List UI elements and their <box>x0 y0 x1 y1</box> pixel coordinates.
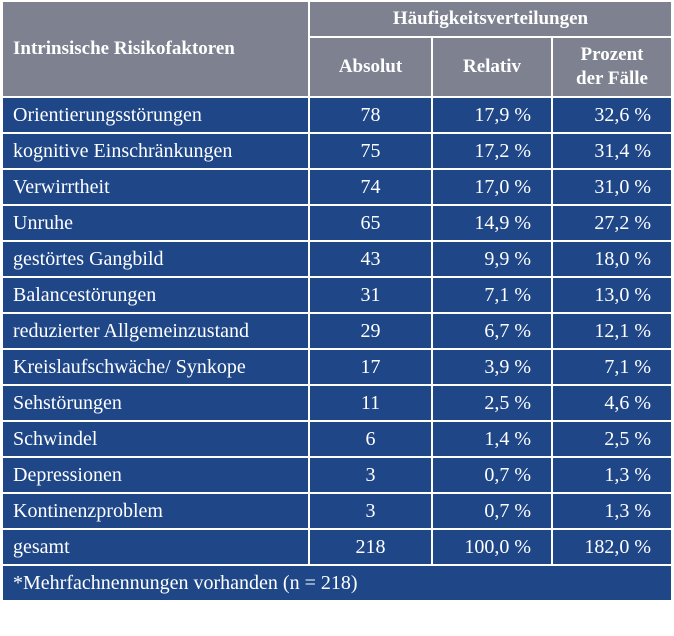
cell: 218 <box>308 528 433 566</box>
cell: 31,0 % <box>550 168 674 206</box>
cell: 74 <box>308 168 433 206</box>
header-title: Intrinsische Risikofaktoren <box>1 0 310 98</box>
cell: 29 <box>308 312 433 350</box>
row-label: Depressionen <box>1 456 310 494</box>
row-label: Unruhe <box>1 204 310 242</box>
row-label: Kontinenzproblem <box>1 492 310 530</box>
cell: 31,4 % <box>550 132 674 170</box>
table-row: Schwindel 6 1,4 % 2,5 % <box>1 420 674 458</box>
row-label: Orientierungsstörungen <box>1 96 310 134</box>
row-label: reduzierter Allgemeinzustand <box>1 312 310 350</box>
cell: 18,0 % <box>550 240 674 278</box>
footnote: *Mehrfachnennungen vorhanden (n = 218) <box>0 564 674 602</box>
table-row: gesamt 218 100,0 % 182,0 % <box>1 528 674 566</box>
table-row: Kontinenzproblem 3 0,7 % 1,3 % <box>1 492 674 530</box>
row-label: Balancestörungen <box>1 276 310 314</box>
cell: 32,6 % <box>550 96 674 134</box>
header-group: Häufigkeitsverteilungen <box>307 0 674 38</box>
cell: 11 <box>308 384 433 422</box>
row-label: Sehstörungen <box>1 384 310 422</box>
row-label: Schwindel <box>1 420 310 458</box>
cell: 7,1 % <box>431 276 553 314</box>
table-body: Orientierungsstörungen 78 17,9 % 32,6 % kogn… <box>1 96 674 566</box>
row-label: kognitive Einschränkungen <box>1 132 310 170</box>
table-row: Unruhe 65 14,9 % 27,2 % <box>1 204 674 242</box>
table-row: Balancestörungen 31 7,1 % 13,0 % <box>1 276 674 314</box>
cell: 17,0 % <box>431 168 553 206</box>
row-label: gesamt <box>1 528 310 566</box>
cell: 13,0 % <box>550 276 674 314</box>
cell: 100,0 % <box>431 528 553 566</box>
cell: 3 <box>308 492 433 530</box>
cell: 12,1 % <box>550 312 674 350</box>
cell: 1,3 % <box>550 456 674 494</box>
cell: 0,7 % <box>431 492 553 530</box>
table-row: Verwirrtheit 74 17,0 % 31,0 % <box>1 168 674 206</box>
column-header: Absolut <box>308 36 433 98</box>
table-row: reduzierter Allgemeinzustand 29 6,7 % 12,1 … <box>1 312 674 350</box>
table-row: kognitive Einschränkungen 75 17,2 % 31,4 % <box>1 132 674 170</box>
cell: 14,9 % <box>431 204 553 242</box>
cell: 182,0 % <box>550 528 674 566</box>
table-row: Sehstörungen 11 2,5 % 4,6 % <box>1 384 674 422</box>
cell: 78 <box>308 96 433 134</box>
cell: 4,6 % <box>550 384 674 422</box>
cell: 31 <box>308 276 433 314</box>
cell: 65 <box>308 204 433 242</box>
cell: 17 <box>308 348 433 386</box>
cell: 17,2 % <box>431 132 553 170</box>
cell: 1,4 % <box>431 420 553 458</box>
cell: 7,1 % <box>550 348 674 386</box>
row-label: Verwirrtheit <box>1 168 310 206</box>
cell: 9,9 % <box>431 240 553 278</box>
cell: 2,5 % <box>550 420 674 458</box>
cell: 75 <box>308 132 433 170</box>
cell: 27,2 % <box>550 204 674 242</box>
cell: 43 <box>308 240 433 278</box>
cell: 3,9 % <box>431 348 553 386</box>
row-label: Kreislaufschwäche/ Synkope <box>1 348 310 386</box>
cell: 1,3 % <box>550 492 674 530</box>
table-row: Orientierungsstörungen 78 17,9 % 32,6 % <box>1 96 674 134</box>
risk-table: Intrinsische Risikofaktoren Häufigkeitsv… <box>0 0 674 602</box>
column-header: Prozent der Fälle <box>550 36 674 98</box>
column-header: Relativ <box>431 36 553 98</box>
table-row: gestörtes Gangbild 43 9,9 % 18,0 % <box>1 240 674 278</box>
cell: 0,7 % <box>431 456 553 494</box>
cell: 2,5 % <box>431 384 553 422</box>
table-row: Kreislaufschwäche/ Synkope 17 3,9 % 7,1 % <box>1 348 674 386</box>
cell: 6,7 % <box>431 312 553 350</box>
table-row: Depressionen 3 0,7 % 1,3 % <box>1 456 674 494</box>
cell: 3 <box>308 456 433 494</box>
cell: 17,9 % <box>431 96 553 134</box>
cell: 6 <box>308 420 433 458</box>
column-header-text: Prozent der Fälle <box>576 44 648 89</box>
row-label: gestörtes Gangbild <box>1 240 310 278</box>
